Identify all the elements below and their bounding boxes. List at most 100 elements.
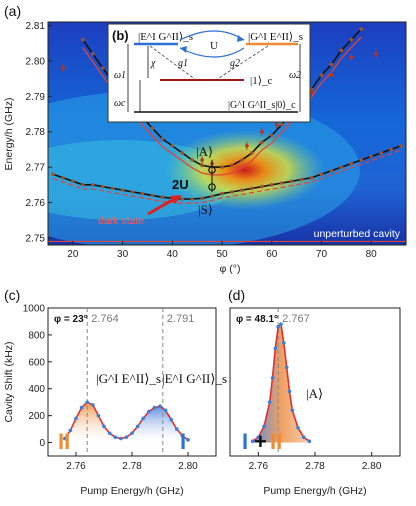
data-point-0 bbox=[63, 436, 67, 441]
x-tick-label-a-6: 80 bbox=[366, 249, 378, 260]
data-point-9 bbox=[284, 365, 289, 370]
arrowhead-right bbox=[237, 35, 244, 42]
lower-point-11 bbox=[160, 195, 165, 200]
x-tick-label-0: 2.76 bbox=[249, 461, 269, 472]
upper-point-10 bbox=[180, 151, 185, 155]
lower-point-35 bbox=[399, 144, 403, 148]
dark-state-arrow bbox=[147, 196, 177, 216]
shaded-peaks-c bbox=[64, 402, 188, 443]
upper-point-1 bbox=[90, 52, 95, 56]
upper-point-16 bbox=[240, 158, 244, 162]
data-point-11 bbox=[124, 435, 129, 439]
state-label-c-1: |G^I E^II⟩_s bbox=[96, 371, 161, 386]
upper-point-27 bbox=[349, 37, 354, 42]
data-point-8 bbox=[107, 431, 112, 435]
roman-I-d: I bbox=[242, 429, 248, 454]
data-point-18 bbox=[163, 408, 168, 413]
lower-point-26 bbox=[309, 175, 314, 180]
panel-label-d: (d) bbox=[228, 287, 245, 303]
upper-point-12 bbox=[200, 163, 204, 168]
upper-point-28 bbox=[359, 27, 364, 31]
x-tick-label-a-1: 30 bbox=[117, 249, 129, 260]
inset-state-left: |E^I G^II⟩_s bbox=[138, 31, 193, 43]
lower-point-25 bbox=[299, 177, 304, 182]
lower-point-5 bbox=[100, 184, 105, 189]
data-point-3 bbox=[79, 405, 84, 410]
data-point-16 bbox=[152, 405, 157, 410]
data-point-2 bbox=[262, 424, 266, 429]
error-point-9 bbox=[349, 55, 354, 60]
lower-point-21 bbox=[260, 184, 264, 189]
y-tick-label-a-1: 2.76 bbox=[26, 198, 46, 209]
data-point-22 bbox=[186, 438, 190, 442]
x-tick-label-1: 2.78 bbox=[305, 461, 325, 472]
data-point-3 bbox=[267, 400, 272, 404]
data-point-0 bbox=[250, 439, 255, 444]
upper-point-0 bbox=[81, 37, 85, 42]
x-tick-label-a-3: 50 bbox=[216, 249, 228, 260]
x-tick-label-a-4: 60 bbox=[266, 249, 278, 260]
error-point-3 bbox=[245, 144, 249, 148]
g1-label: g1 bbox=[178, 58, 188, 69]
roman-II-c: II bbox=[58, 429, 70, 454]
unperturbed-label: unperturbed cavity bbox=[314, 228, 401, 240]
lower-point-3 bbox=[81, 183, 85, 187]
series-d bbox=[250, 322, 312, 444]
data-point-13 bbox=[301, 435, 306, 439]
x-axis-label-d: Pump Energy/h (GHz) bbox=[263, 485, 366, 497]
upper-point-7 bbox=[150, 126, 155, 130]
lower-point-24 bbox=[289, 179, 294, 184]
y-tick-label-a-4: 2.79 bbox=[26, 92, 46, 103]
y-tick-label-a-5: 2.80 bbox=[26, 56, 46, 67]
x-axis-label-a: φ (°) bbox=[220, 263, 241, 275]
peak-marker-label-0: 2.764 bbox=[91, 313, 119, 325]
shaded-peak-d bbox=[252, 324, 310, 443]
error-point-0 bbox=[61, 66, 65, 70]
dark-state-curve bbox=[52, 149, 402, 204]
omega2-label: ω2 bbox=[289, 70, 301, 81]
panel-label-a: (a) bbox=[4, 3, 21, 19]
axis-ticks-a: 20 30 40 50 60 70 80 2.75 2.76 2.77 2.78 2.79 2.80 2.… bbox=[26, 21, 378, 260]
omega1-label: ω1 bbox=[114, 70, 126, 81]
data-point-13 bbox=[135, 424, 140, 429]
upper-point-19 bbox=[269, 133, 274, 138]
y-tick-label-1: 200 bbox=[28, 411, 45, 422]
peak-markers-c: 2.764 2.791 bbox=[86, 308, 195, 456]
y-tick-label-a-6: 2.81 bbox=[26, 21, 46, 32]
data-point-20 bbox=[175, 427, 179, 431]
data-point-6 bbox=[96, 413, 101, 418]
lower-point-29 bbox=[339, 165, 344, 169]
y-tick-label-3: 600 bbox=[28, 357, 45, 368]
lower-point-6 bbox=[110, 186, 115, 191]
y-axis-label-c: Cavity Shift (kHz) bbox=[3, 341, 15, 422]
data-point-7 bbox=[102, 424, 106, 429]
state-S-label: |S⟩ bbox=[198, 202, 213, 217]
data-point-9 bbox=[113, 435, 117, 439]
omegac-label: ωc bbox=[114, 98, 126, 109]
x-tick-label-2: 2.80 bbox=[362, 461, 382, 472]
error-point-1 bbox=[200, 158, 204, 162]
lower-point-19 bbox=[240, 188, 244, 192]
lower-point-31 bbox=[359, 158, 364, 162]
data-point-1 bbox=[256, 435, 261, 439]
state-label-c-2: |E^I G^II⟩_s bbox=[162, 371, 227, 386]
data-point-8 bbox=[282, 341, 286, 345]
lower-point-8 bbox=[130, 190, 135, 194]
axis-ticks-c: 2.76 2.78 2.80 0 200 400 600 800 1000 bbox=[23, 304, 198, 473]
axis-ticks-d: 2.76 2.78 2.80 bbox=[249, 452, 382, 472]
arrowhead-left bbox=[180, 46, 187, 53]
data-point-15 bbox=[147, 409, 151, 414]
peak-marker-label-1: 2.791 bbox=[167, 313, 195, 325]
upper-point-24 bbox=[319, 73, 324, 77]
data-point-5 bbox=[91, 403, 95, 407]
upper-point-11 bbox=[190, 158, 194, 162]
inset-label: (b) bbox=[112, 28, 129, 43]
data-point-21 bbox=[180, 434, 185, 438]
upper-point-9 bbox=[170, 144, 175, 148]
lower-point-18 bbox=[230, 190, 234, 194]
coupling-label: U bbox=[210, 40, 218, 52]
lower-point-2 bbox=[71, 179, 75, 184]
2U-label: 2U bbox=[172, 177, 189, 192]
panel-d: 2.767 2.76 2.78 2.80 φ = 48.1° Pump Energy… bbox=[229, 307, 401, 497]
